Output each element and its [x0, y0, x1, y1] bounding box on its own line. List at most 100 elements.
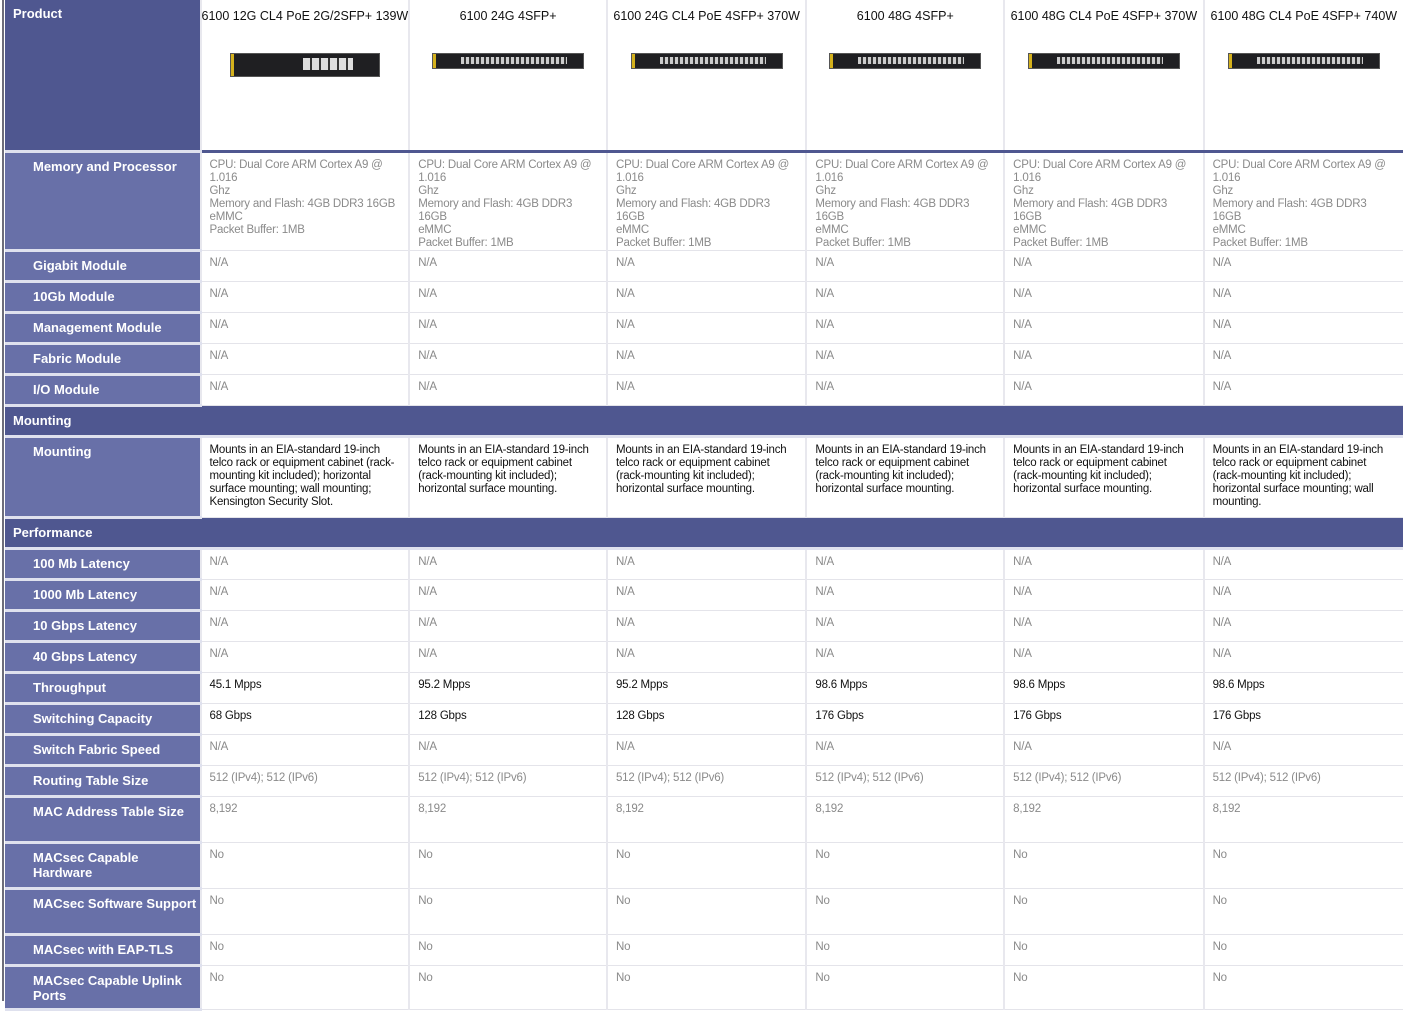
spec-value: 512 (IPv4); 512 (IPv6) [805, 765, 1005, 797]
spec-row: 10Gb Module N/A N/A N/A N/A N/A N/A [5, 281, 1403, 314]
spec-value: N/A [605, 250, 807, 282]
section-fill [409, 405, 607, 438]
row-label: Routing Table Size [5, 765, 201, 798]
spec-value: CPU: Dual Core ARM Cortex A9 @ 1.016 Ghz… [605, 151, 807, 251]
product-column-header[interactable]: 6100 24G CL4 PoE 4SFP+ 370W [605, 0, 807, 153]
spec-row: MACsec Capable Uplink Ports No No No No No No [5, 965, 1403, 1011]
spec-value: No [805, 842, 1005, 889]
spec-value: N/A [1003, 548, 1204, 580]
spec-value: No [1202, 888, 1403, 935]
comparison-table: Product 6100 12G CL4 PoE 2G/2SFP+ 139W 610… [5, 0, 1403, 1011]
spec-value: No [805, 888, 1005, 935]
spec-value: N/A [408, 281, 607, 313]
spec-value: N/A [1202, 250, 1403, 282]
switch-image [229, 53, 380, 77]
product-column-header[interactable]: 6100 24G 4SFP+ [408, 0, 607, 153]
spec-value: No [1003, 965, 1204, 1010]
spec-value: Mounts in an EIA-standard 19-inch telco … [408, 436, 607, 518]
spec-value: N/A [408, 250, 607, 282]
spec-value: N/A [1202, 312, 1403, 344]
section-row: Mounting [5, 405, 1403, 438]
spec-value: N/A [408, 641, 607, 673]
product-column-header[interactable]: 6100 48G CL4 PoE 4SFP+ 740W [1202, 0, 1403, 153]
spec-row: Routing Table Size 512 (IPv4); 512 (IPv6)… [5, 765, 1403, 798]
spec-value: N/A [805, 548, 1005, 580]
spec-value: N/A [605, 374, 807, 406]
spec-row: 40 Gbps Latency N/A N/A N/A N/A N/A N/A [5, 641, 1403, 674]
row-label: Throughput [5, 672, 201, 705]
spec-value: No [605, 888, 807, 935]
section-fill [606, 517, 807, 550]
spec-value: N/A [199, 343, 410, 375]
switch-ports [659, 57, 766, 64]
section-row: Performance [5, 517, 1403, 550]
spec-value: N/A [1003, 610, 1204, 642]
spec-value: 512 (IPv4); 512 (IPv6) [605, 765, 807, 797]
spec-value: N/A [805, 250, 1005, 282]
spec-value: No [1003, 842, 1204, 889]
spec-value: 45.1 Mpps [199, 672, 410, 704]
switch-image [630, 53, 783, 69]
product-column-header[interactable]: 6100 48G 4SFP+ [805, 0, 1005, 153]
spec-value: N/A [1202, 610, 1403, 642]
switch-ports [1056, 57, 1163, 64]
row-label: MACsec with EAP-TLS [5, 934, 201, 967]
row-label: Switch Fabric Speed [5, 734, 201, 767]
product-column-header[interactable]: 6100 12G CL4 PoE 2G/2SFP+ 139W [199, 0, 410, 153]
spec-value: N/A [805, 579, 1005, 611]
row-label: MACsec Capable Uplink Ports [5, 965, 201, 1011]
spec-value: No [199, 842, 410, 889]
spec-value: N/A [408, 343, 607, 375]
spec-value: N/A [199, 610, 410, 642]
spec-value: Mounts in an EIA-standard 19-inch telco … [1202, 436, 1403, 518]
spec-value: N/A [605, 312, 807, 344]
spec-value: N/A [605, 548, 807, 580]
spec-value: N/A [805, 641, 1005, 673]
section-fill [1004, 517, 1204, 550]
spec-value: No [605, 842, 807, 889]
spec-row: Switching Capacity 68 Gbps 128 Gbps 128 Gbp… [5, 703, 1403, 736]
spec-value: N/A [1202, 734, 1403, 766]
spec-value: CPU: Dual Core ARM Cortex A9 @ 1.016 Ghz… [1202, 151, 1403, 251]
spec-row: Gigabit Module N/A N/A N/A N/A N/A N/A [5, 250, 1403, 283]
spec-value: N/A [199, 734, 410, 766]
spec-value: CPU: Dual Core ARM Cortex A9 @ 1.016 Ghz… [199, 151, 410, 251]
switch-image [1227, 53, 1380, 69]
spec-value: N/A [1003, 374, 1204, 406]
spec-row: MACsec Software Support No No No No No No [5, 888, 1403, 936]
spec-row: 1000 Mb Latency N/A N/A N/A N/A N/A N/A [5, 579, 1403, 612]
section-header: Performance [5, 517, 201, 550]
spec-value: 98.6 Mpps [1003, 672, 1204, 704]
spec-value: N/A [805, 374, 1005, 406]
spec-value: N/A [199, 579, 410, 611]
spec-value: 176 Gbps [1202, 703, 1403, 735]
spec-value: 68 Gbps [199, 703, 410, 735]
spec-value: N/A [605, 641, 807, 673]
spec-value: No [1202, 842, 1403, 889]
spec-value: N/A [199, 641, 410, 673]
spec-value: 8,192 [1003, 796, 1204, 843]
spec-value: No [1202, 934, 1403, 966]
product-name: 6100 24G CL4 PoE 4SFP+ 370W [613, 9, 800, 23]
spec-value: N/A [1202, 374, 1403, 406]
spec-row: I/O Module N/A N/A N/A N/A N/A N/A [5, 374, 1403, 407]
row-label: MAC Address Table Size [5, 796, 201, 844]
product-name: 6100 24G 4SFP+ [459, 9, 557, 23]
spec-value: N/A [605, 610, 807, 642]
spec-value: No [408, 965, 607, 1010]
spec-value: N/A [199, 281, 410, 313]
spec-value: 8,192 [805, 796, 1005, 843]
spec-value: No [805, 934, 1005, 966]
product-column-header[interactable]: 6100 48G CL4 PoE 4SFP+ 370W [1003, 0, 1204, 153]
section-fill [409, 517, 607, 550]
spec-value: N/A [408, 579, 607, 611]
spec-value: N/A [805, 343, 1005, 375]
spec-value: N/A [408, 312, 607, 344]
spec-value: 128 Gbps [605, 703, 807, 735]
section-fill [1203, 405, 1403, 438]
spec-value: N/A [1003, 579, 1204, 611]
spec-row: 100 Mb Latency N/A N/A N/A N/A N/A N/A [5, 548, 1403, 581]
spec-row: Switch Fabric Speed N/A N/A N/A N/A N/A N/A [5, 734, 1403, 767]
spec-value: N/A [1003, 734, 1204, 766]
switch-ports [858, 57, 965, 64]
